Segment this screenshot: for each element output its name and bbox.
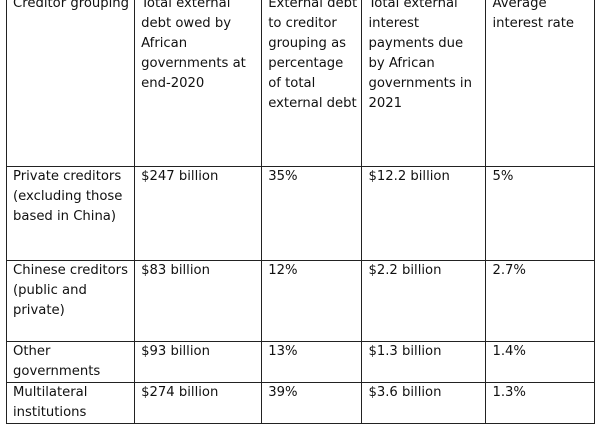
cell-debt-percentage: 13% <box>261 340 363 384</box>
table-header: Creditor grouping Total external debt ow… <box>5 0 595 167</box>
cell-interest-payments: $2.2 billion <box>361 260 487 342</box>
cell-total-external-debt: $274 billion <box>134 382 263 425</box>
header-creditor-grouping: Creditor grouping <box>5 0 136 167</box>
cell-total-external-debt: $247 billion <box>134 166 263 261</box>
cell-interest-payments: $1.3 billion <box>361 340 487 384</box>
cell-debt-percentage: 12% <box>261 260 363 342</box>
cell-creditor-grouping: Private creditors (excluding those based… <box>5 166 136 261</box>
cell-creditor-grouping: Other governments <box>5 340 136 384</box>
cell-average-interest-rate: 2.7% <box>485 260 595 342</box>
table-row: Other governments $93 billion 13% $1.3 b… <box>5 340 595 384</box>
table-body: Private creditors (excluding those based… <box>5 166 595 425</box>
cell-total-external-debt: $83 billion <box>134 260 263 342</box>
header-row: Creditor grouping Total external debt ow… <box>5 0 595 167</box>
cell-creditor-grouping: Multilateral institutions <box>5 382 136 425</box>
cell-average-interest-rate: 1.4% <box>485 340 595 384</box>
table-row: Private creditors (excluding those based… <box>5 166 595 261</box>
cell-debt-percentage: 39% <box>261 382 363 425</box>
cell-interest-payments: $3.6 billion <box>361 382 487 425</box>
cell-average-interest-rate: 5% <box>485 166 595 261</box>
debt-table: Creditor grouping Total external debt ow… <box>5 0 595 425</box>
table-row: Chinese creditors (public and private) $… <box>5 260 595 342</box>
cell-creditor-grouping: Chinese creditors (public and private) <box>5 260 136 342</box>
header-total-external-debt: Total external debt owed by African gove… <box>134 0 263 167</box>
cell-debt-percentage: 35% <box>261 166 363 261</box>
cell-average-interest-rate: 1.3% <box>485 382 595 425</box>
header-average-interest-rate: Average interest rate <box>485 0 595 167</box>
table-row: Multilateral institutions $274 billion 3… <box>5 382 595 425</box>
header-debt-percentage: External debt to creditor grouping as pe… <box>261 0 363 167</box>
header-interest-payments: Total external interest payments due by … <box>361 0 487 167</box>
cell-interest-payments: $12.2 billion <box>361 166 487 261</box>
cell-total-external-debt: $93 billion <box>134 340 263 384</box>
